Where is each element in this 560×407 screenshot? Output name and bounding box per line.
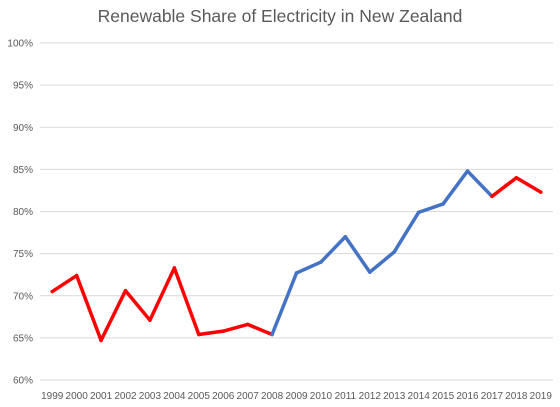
data-point bbox=[490, 194, 494, 199]
y-tick-label: 80% bbox=[13, 207, 33, 218]
line-segment bbox=[172, 266, 201, 337]
grid-lines bbox=[40, 42, 553, 381]
x-tick-label: 2017 bbox=[481, 391, 504, 402]
x-tick-label: 2001 bbox=[90, 391, 113, 402]
line-segment bbox=[392, 210, 421, 254]
x-tick-label: 2005 bbox=[188, 391, 211, 402]
x-tick-label: 2008 bbox=[261, 391, 284, 402]
data-point bbox=[465, 169, 470, 173]
x-tick-label: 2009 bbox=[285, 391, 308, 402]
line-segment bbox=[343, 235, 372, 274]
data-point bbox=[221, 329, 225, 333]
line-segment bbox=[221, 322, 250, 333]
data-point bbox=[197, 332, 201, 337]
data-point bbox=[368, 270, 372, 274]
line-segment bbox=[123, 288, 152, 322]
y-tick-label: 95% bbox=[13, 81, 33, 92]
x-tick-label: 1999 bbox=[41, 391, 64, 402]
data-point bbox=[99, 338, 103, 343]
y-tick-label: 90% bbox=[13, 123, 33, 134]
x-tick-label: 2007 bbox=[237, 391, 260, 402]
line-segment bbox=[465, 169, 494, 199]
data-point bbox=[319, 260, 323, 264]
line-segment bbox=[490, 176, 519, 199]
y-tick-label: 60% bbox=[13, 376, 33, 387]
y-tick-label: 70% bbox=[13, 291, 33, 302]
y-tick-label: 85% bbox=[13, 165, 33, 176]
line-segment bbox=[148, 266, 177, 322]
line-segment bbox=[319, 235, 348, 264]
line-segment bbox=[50, 273, 79, 294]
x-tick-label: 2016 bbox=[456, 391, 479, 402]
line-segment bbox=[441, 169, 470, 206]
data-point bbox=[294, 271, 299, 275]
x-tick-label: 2015 bbox=[432, 391, 455, 402]
data-point bbox=[50, 289, 54, 294]
y-tick-label: 75% bbox=[13, 249, 33, 260]
data-point bbox=[343, 235, 348, 239]
line-segment bbox=[368, 250, 396, 274]
data-point bbox=[441, 202, 445, 206]
data-point bbox=[172, 266, 177, 270]
x-tick-label: 2012 bbox=[359, 391, 382, 402]
line-segment bbox=[514, 176, 543, 194]
x-tick-label: 2002 bbox=[114, 391, 137, 402]
data-point bbox=[416, 210, 421, 215]
x-tick-label: 2003 bbox=[139, 391, 162, 402]
data-point bbox=[74, 273, 79, 278]
line-segment bbox=[74, 273, 103, 343]
x-tick-label: 2013 bbox=[383, 391, 406, 402]
chart-title: Renewable Share of Electricity in New Ze… bbox=[97, 6, 463, 26]
line-segment bbox=[197, 329, 225, 337]
data-point bbox=[539, 190, 543, 194]
x-tick-label: 2011 bbox=[335, 391, 357, 402]
data-point bbox=[392, 250, 396, 254]
x-tick-label: 2006 bbox=[212, 391, 235, 402]
y-tick-label: 65% bbox=[13, 333, 33, 344]
line-segment bbox=[245, 322, 274, 337]
x-tick-label: 2014 bbox=[408, 391, 431, 402]
x-tick-label: 2000 bbox=[66, 391, 89, 402]
x-tick-label: 2018 bbox=[505, 391, 528, 402]
x-axis: 1999 2000 2001 2002 2003 2004 2005 2006 2007 2008… bbox=[41, 391, 552, 402]
y-tick-label: 100% bbox=[7, 39, 33, 50]
data-point bbox=[123, 288, 128, 293]
line-segment bbox=[99, 288, 128, 343]
x-tick-label: 2010 bbox=[310, 391, 333, 402]
line-segment bbox=[416, 202, 445, 215]
x-tick-label: 2019 bbox=[530, 391, 553, 402]
line-segment bbox=[294, 260, 323, 275]
y-axis: 60% 65% 70% 75% 80% 85% 90% 95% 100% bbox=[7, 39, 33, 387]
x-tick-label: 2004 bbox=[163, 391, 186, 402]
line-segment bbox=[270, 271, 299, 337]
data-point bbox=[148, 318, 152, 322]
data-point bbox=[270, 332, 274, 337]
series-line bbox=[50, 169, 543, 343]
data-point bbox=[245, 322, 250, 327]
data-point bbox=[514, 176, 519, 180]
